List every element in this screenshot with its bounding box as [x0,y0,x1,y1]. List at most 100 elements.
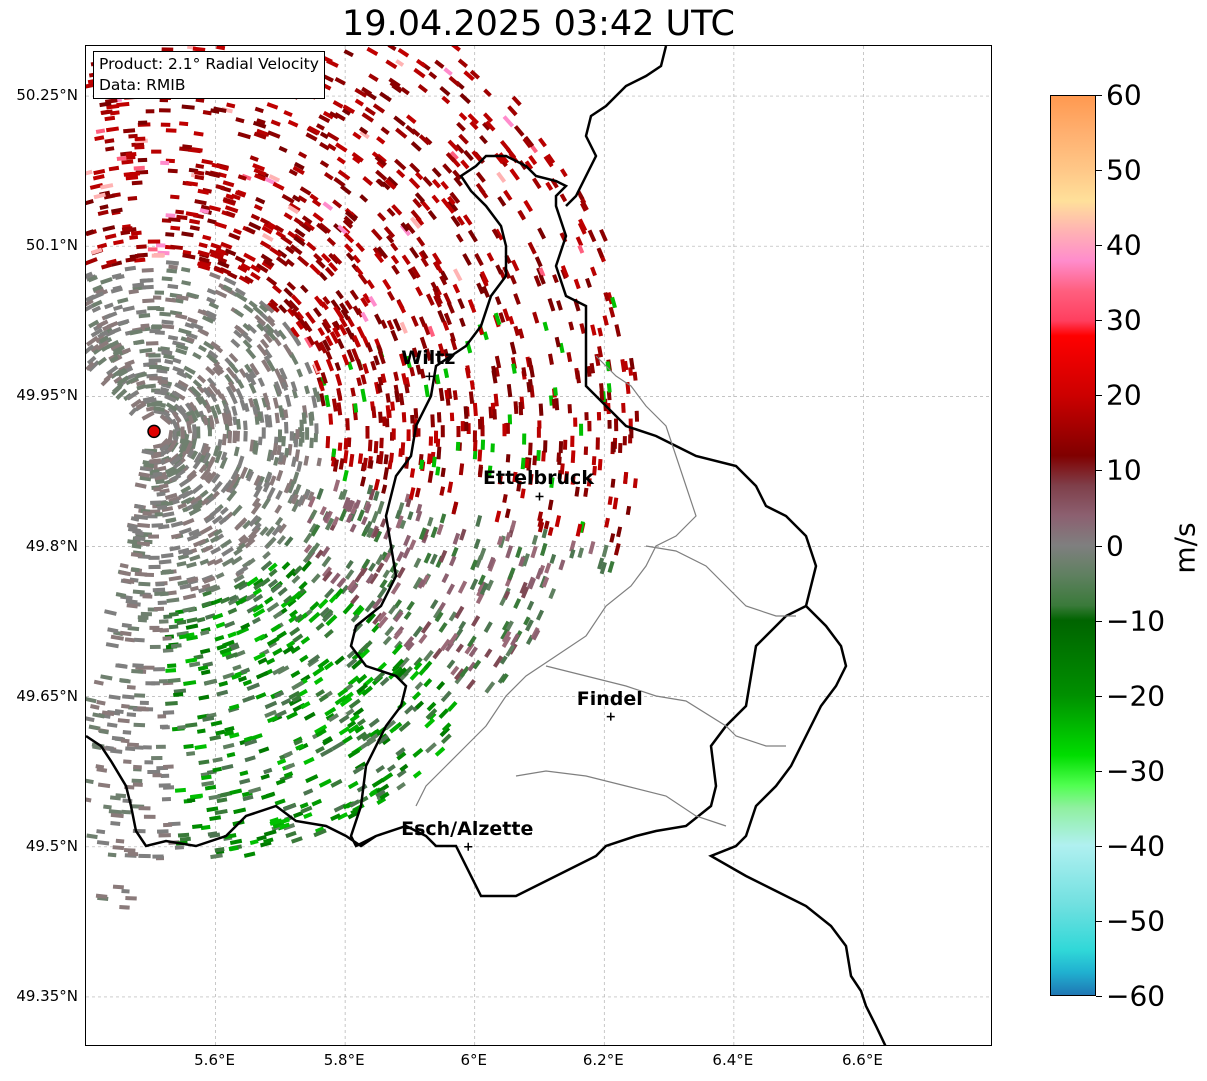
velocity-bin [545,181,554,191]
velocity-bin [445,152,456,163]
velocity-bin [95,128,106,134]
velocity-bin [534,256,543,268]
velocity-bin [202,110,212,116]
velocity-bin [276,534,286,545]
velocity-bin [205,310,217,319]
velocity-bin [449,150,459,161]
velocity-bin [131,668,144,674]
velocity-bin [163,353,175,360]
velocity-bin [625,505,632,516]
velocity-bin [318,380,325,392]
velocity-bin [242,339,253,350]
velocity-bin [302,320,313,333]
velocity-bin [270,582,283,594]
velocity-bin [234,324,245,335]
velocity-bin [202,451,211,464]
velocity-bin [632,478,638,489]
velocity-bin [420,249,429,260]
velocity-bin [334,655,345,666]
velocity-bin [495,264,503,275]
velocity-bin [373,441,379,454]
velocity-bin [265,329,277,341]
velocity-bin [93,192,106,200]
velocity-bin [149,625,160,630]
velocity-bin [361,516,368,526]
velocity-bin [470,559,478,571]
velocity-bin [277,329,287,341]
velocity-bin [134,571,148,577]
velocity-bin [328,594,338,604]
velocity-bin [86,696,97,704]
velocity-bin [131,543,142,550]
velocity-bin [263,837,274,844]
velocity-bin [520,457,526,470]
velocity-bin [595,437,600,450]
velocity-bin [101,710,115,717]
velocity-bin [403,611,412,620]
velocity-bin [382,416,387,427]
velocity-bin [206,558,217,567]
velocity-bin [291,388,299,399]
velocity-colorbar [1050,95,1096,996]
velocity-bin [312,212,324,223]
velocity-bin [376,796,387,806]
velocity-bin [179,583,192,590]
velocity-bin [522,137,532,149]
velocity-bin [206,353,219,364]
velocity-bin [276,630,288,640]
velocity-bin [266,317,276,328]
velocity-bin [380,772,394,783]
velocity-bin [536,426,541,438]
velocity-bin [99,204,109,211]
velocity-bin [347,720,357,729]
velocity-bin [170,455,182,466]
velocity-bin [134,503,144,510]
velocity-bin [309,411,315,421]
velocity-bin [447,195,456,206]
velocity-bin [141,449,155,456]
velocity-bin [352,765,365,775]
velocity-bin [394,390,400,403]
velocity-bin [282,803,297,812]
velocity-bin [372,103,386,114]
velocity-bin [614,324,621,337]
velocity-bin [454,605,465,620]
colorbar-tick-label: 60 [1106,78,1142,112]
velocity-bin [210,853,223,860]
velocity-bin [527,357,534,371]
velocity-bin [254,416,260,425]
velocity-bin [474,252,484,267]
radar-map[interactable] [85,45,992,1046]
colorbar-tick-mark [1096,620,1102,622]
velocity-bin [219,267,232,276]
velocity-bin [254,106,264,114]
velocity-bin [293,613,304,623]
velocity-bin [484,120,496,132]
velocity-bin [264,323,275,334]
velocity-bin [471,150,483,163]
velocity-bin [122,694,135,700]
lat-tick-label: 49.8°N [25,536,78,555]
velocity-bin [493,393,499,407]
velocity-bin [395,127,408,139]
velocity-bin [224,248,237,257]
velocity-bin [421,528,430,542]
velocity-bin [441,197,451,209]
velocity-bin [266,715,279,724]
velocity-bin [195,396,204,406]
velocity-bin [143,814,156,819]
velocity-bin [148,358,161,363]
velocity-bin [415,286,424,297]
velocity-bin [106,339,120,349]
velocity-bin [278,452,284,463]
velocity-bin [350,807,361,815]
velocity-bin [134,144,145,150]
velocity-bin [507,414,513,425]
velocity-bin [524,458,530,469]
velocity-bin [313,828,327,838]
velocity-bin [604,517,610,528]
velocity-bin [425,708,438,720]
velocity-bin [262,550,271,560]
velocity-bin [285,830,297,839]
velocity-bin [376,178,386,188]
